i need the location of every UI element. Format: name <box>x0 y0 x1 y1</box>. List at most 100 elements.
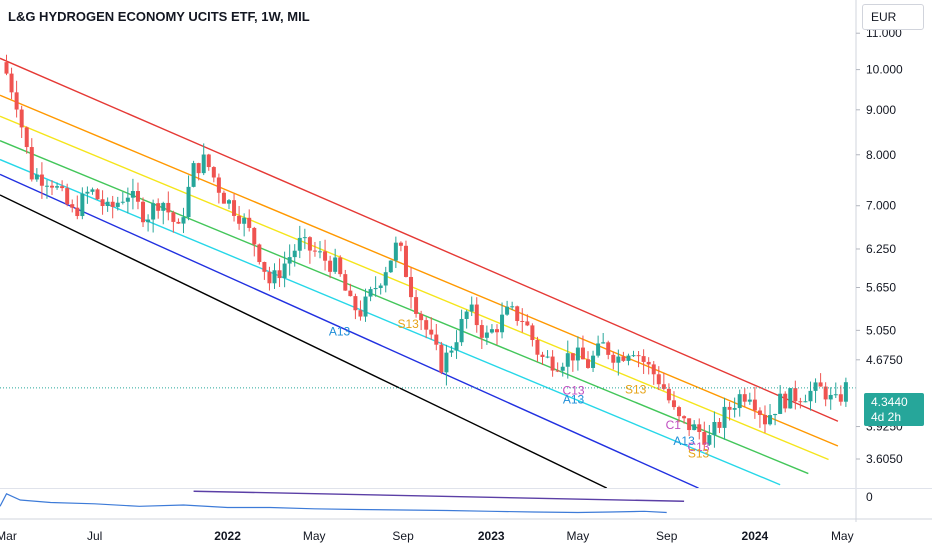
candle-body <box>742 394 747 402</box>
signal-label: C13 <box>688 440 710 454</box>
x-tick-label: May <box>831 529 854 543</box>
candle-body <box>186 186 191 218</box>
candle-body <box>39 174 44 186</box>
candle-body <box>272 270 277 284</box>
candle-body <box>510 306 515 308</box>
signal-label: A13 <box>329 325 351 339</box>
candle-body <box>762 414 767 425</box>
x-tick-label: 2024 <box>742 529 769 543</box>
candle-body <box>464 311 469 319</box>
candle-body <box>661 384 666 389</box>
candle-body <box>449 350 454 353</box>
y-tick-label: 9.000 <box>866 103 896 117</box>
candle-body <box>692 424 697 431</box>
candle-body <box>292 250 297 258</box>
candle-body <box>540 354 545 357</box>
candle-body <box>732 408 737 410</box>
band-line <box>0 140 809 475</box>
candle-body <box>656 374 661 385</box>
candle-body <box>580 347 585 360</box>
x-tick-label: May <box>303 529 326 543</box>
band-line <box>0 115 829 461</box>
band-line <box>0 194 608 489</box>
candle-body <box>586 359 591 368</box>
candle-body <box>747 399 752 402</box>
y-tick-label: 8.000 <box>866 148 896 162</box>
candle-body <box>717 421 722 428</box>
candle-body <box>358 310 363 317</box>
candle-body <box>722 406 727 428</box>
candle-body <box>570 353 575 361</box>
x-tick-label: 2023 <box>478 529 505 543</box>
candle-body <box>257 244 262 263</box>
candle-body <box>398 242 403 246</box>
x-tick-label: Mar <box>0 529 17 543</box>
candle-body <box>621 356 626 361</box>
candle-body <box>333 257 338 272</box>
candle-body <box>383 272 388 286</box>
currency-selector[interactable]: EUR <box>862 4 924 30</box>
y-tick-label: 10.000 <box>866 63 903 77</box>
candle-body <box>65 188 70 205</box>
candle-body <box>307 237 312 251</box>
candle-body <box>479 325 484 338</box>
candle-body <box>318 251 323 253</box>
candle-body <box>110 201 115 207</box>
candle-body <box>216 177 221 193</box>
candle-body <box>823 386 828 400</box>
signal-label: C1 <box>666 418 682 432</box>
candle-body <box>221 192 226 204</box>
candle-body <box>348 290 353 297</box>
candle-body <box>828 394 833 400</box>
candle-body <box>338 257 343 275</box>
candle-body <box>9 73 14 93</box>
candle-body <box>813 382 818 391</box>
candle-body <box>636 355 641 357</box>
candle-body <box>641 356 646 362</box>
candle-body <box>19 109 24 128</box>
candle-body <box>494 329 499 333</box>
candle-body <box>90 189 95 192</box>
candle-body <box>206 154 211 168</box>
signal-label: C13 <box>563 383 585 397</box>
candle-body <box>429 329 434 335</box>
candle-body <box>783 393 788 409</box>
candle-body <box>388 260 393 273</box>
candle-body <box>181 217 186 224</box>
candle-body <box>601 342 606 344</box>
candle-body <box>287 257 292 264</box>
candle-body <box>201 154 206 174</box>
candle-body <box>328 260 333 272</box>
x-tick-label: Sep <box>392 529 414 543</box>
candle-body <box>843 382 848 402</box>
candle-body <box>803 401 808 403</box>
oscillator-pane: 0 <box>0 490 873 514</box>
candlestick-series <box>0 54 856 451</box>
candle-body <box>565 353 570 367</box>
candle-body <box>515 306 520 321</box>
candle-body <box>737 394 742 409</box>
candle-body <box>474 304 479 326</box>
candle-body <box>687 418 692 431</box>
candle-body <box>434 334 439 345</box>
oscillator-zero-label: 0 <box>866 490 873 504</box>
candle-body <box>373 288 378 290</box>
last-price-label: 4.3440 <box>871 395 908 409</box>
candle-body <box>773 413 778 416</box>
candle-body <box>80 193 85 217</box>
candle-body <box>788 388 793 409</box>
candle-body <box>146 219 151 223</box>
candle-body <box>247 217 252 228</box>
signal-label: S13 <box>397 317 419 331</box>
candle-body <box>833 394 838 396</box>
candle-body <box>793 388 798 402</box>
x-tick-label: Sep <box>656 529 678 543</box>
candle-body <box>191 163 196 187</box>
candle-body <box>196 163 201 174</box>
signal-label: A13 <box>673 434 695 448</box>
candle-body <box>343 274 348 291</box>
candle-body <box>424 320 429 330</box>
candle-body <box>489 329 494 333</box>
candle-body <box>838 394 843 402</box>
